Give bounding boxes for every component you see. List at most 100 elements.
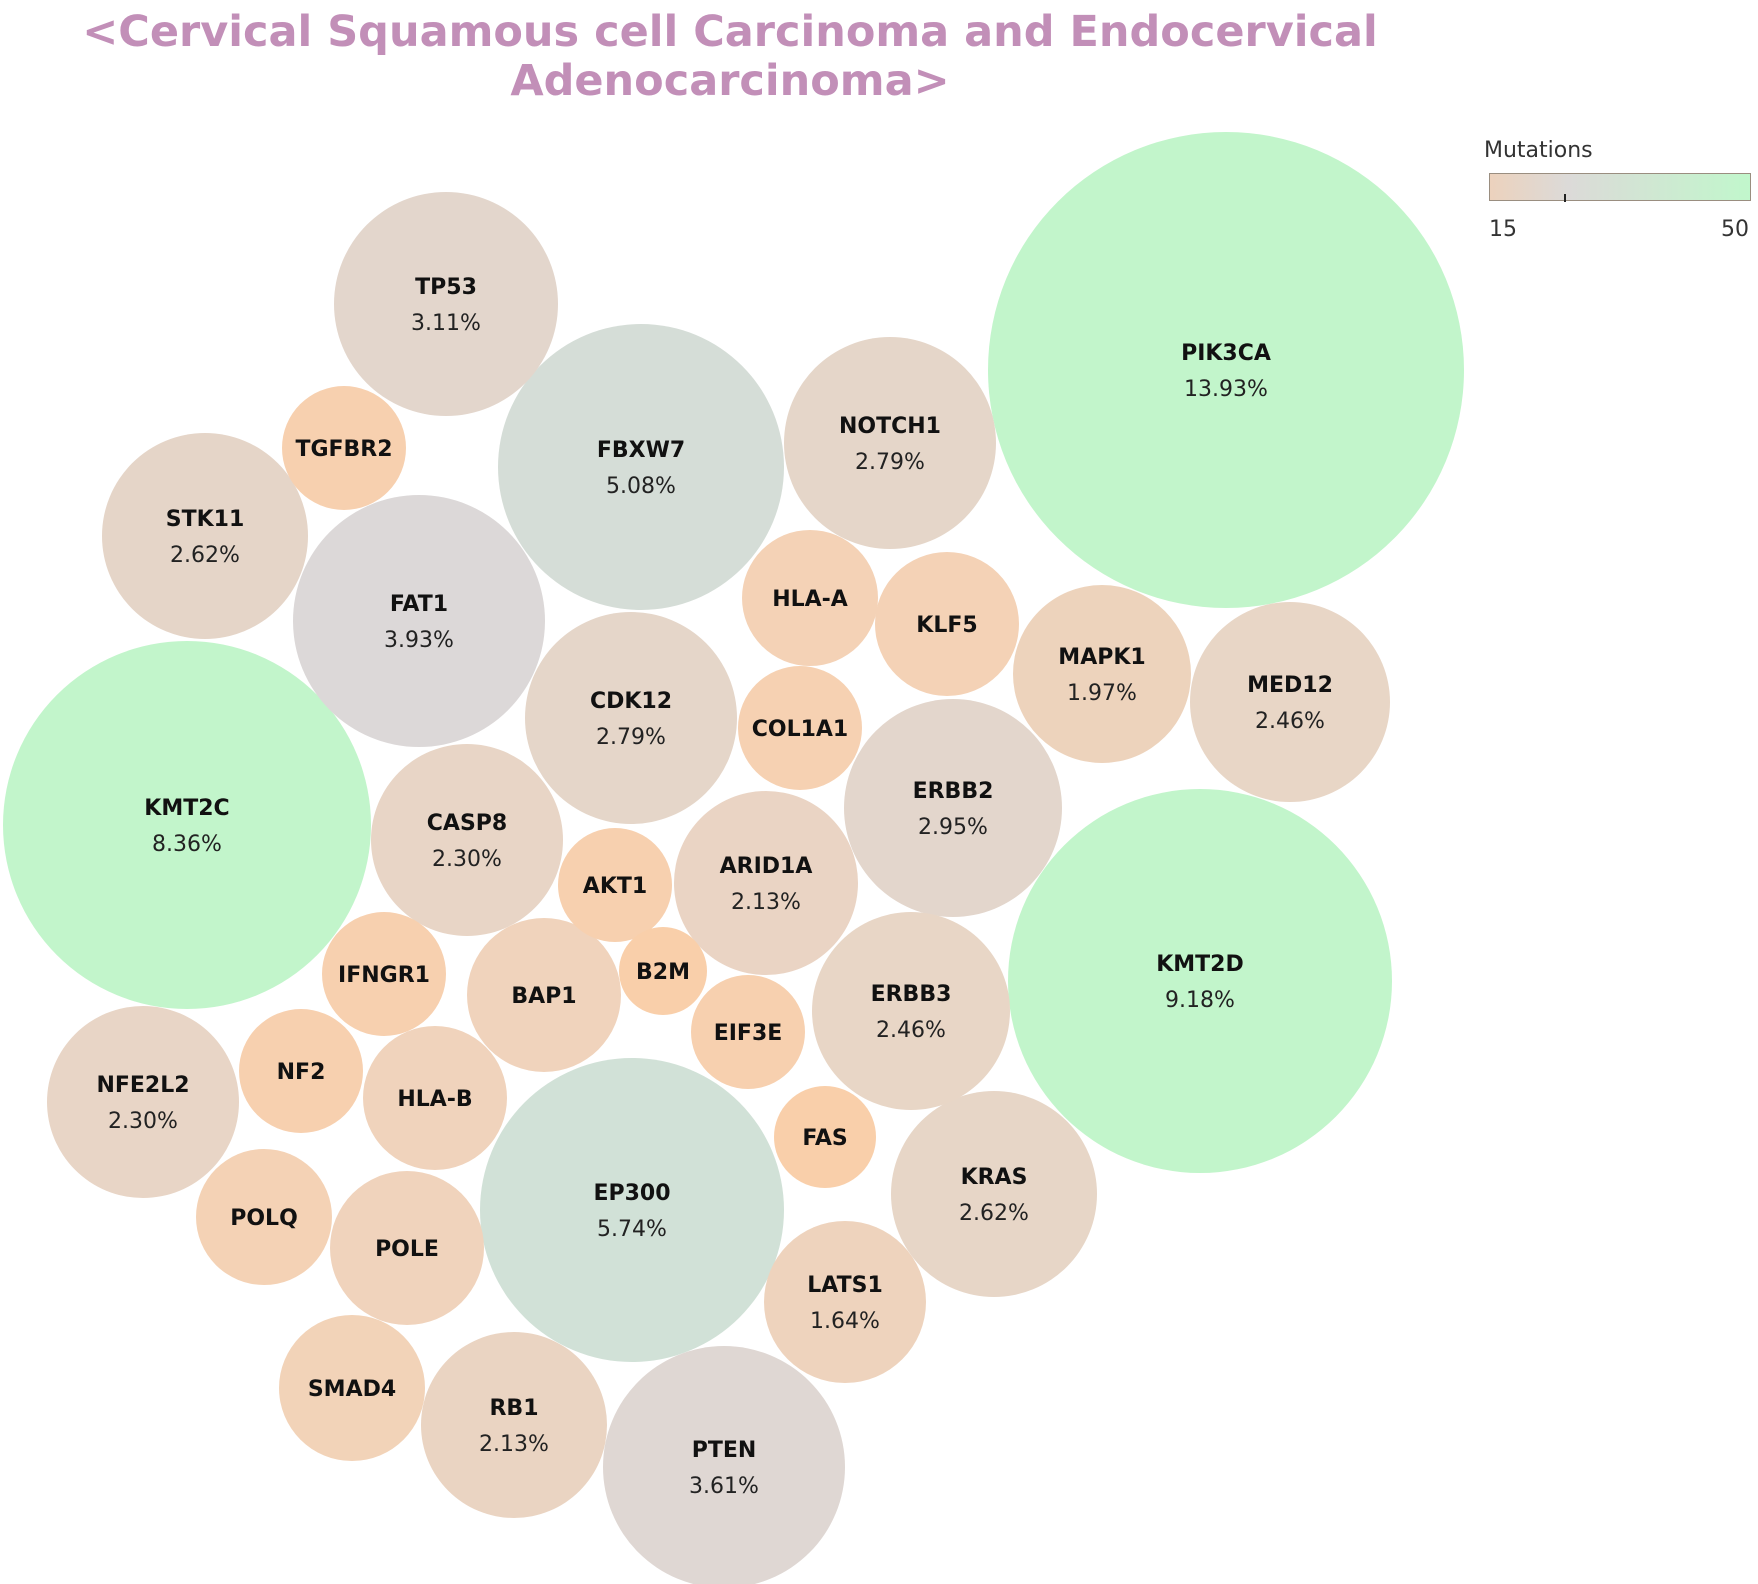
bubble-circle[interactable] (525, 612, 737, 824)
percent-label: 9.18% (1165, 988, 1235, 1013)
percent-label: 13.93% (1184, 377, 1268, 402)
bubble-circle[interactable] (742, 530, 878, 666)
bubble-circle[interactable] (3, 641, 371, 1009)
percent-label: 2.62% (170, 543, 240, 568)
bubble-circle[interactable] (784, 337, 996, 549)
bubble-circle[interactable] (844, 699, 1062, 917)
bubble-circle[interactable] (421, 1332, 607, 1518)
gene-label: MAPK1 (1058, 645, 1145, 670)
bubble-nfe2l2[interactable]: NFE2L2 2.30% (47, 1006, 239, 1198)
bubble-circle[interactable] (1190, 602, 1390, 802)
bubble-fbxw7[interactable]: FBXW7 5.08% (498, 324, 784, 610)
bubble-pik3ca[interactable]: PIK3CA 13.93% (988, 132, 1464, 608)
bubble-rb1[interactable]: RB1 2.13% (421, 1332, 607, 1518)
gene-label: CASP8 (427, 811, 507, 836)
bubble-circle[interactable] (619, 927, 707, 1015)
bubble-circle[interactable] (47, 1006, 239, 1198)
bubble-circle[interactable] (558, 828, 672, 942)
bubble-circle[interactable] (988, 132, 1464, 608)
bubble-smad4[interactable]: SMAD4 (279, 1315, 425, 1461)
bubble-b2m[interactable]: B2M (619, 927, 707, 1015)
bubble-mapk1[interactable]: MAPK1 1.97% (1013, 585, 1191, 763)
bubble-ifngr1[interactable]: IFNGR1 (322, 912, 446, 1036)
bubble-hla-a[interactable]: HLA-A (742, 530, 878, 666)
bubble-erbb3[interactable]: ERBB3 2.46% (812, 912, 1010, 1110)
bubble-circle[interactable] (330, 1171, 484, 1325)
bubble-kras[interactable]: KRAS 2.62% (891, 1091, 1097, 1297)
bubble-nf2[interactable]: NF2 (239, 1009, 363, 1133)
bubble-klf5[interactable]: KLF5 (875, 552, 1019, 696)
bubble-circle[interactable] (674, 791, 858, 975)
chart-title-line-2: Adenocarcinoma> (510, 56, 950, 106)
bubble-polq[interactable]: POLQ (196, 1149, 332, 1285)
percent-label: 2.13% (731, 890, 801, 915)
bubble-circle[interactable] (371, 744, 563, 936)
bubble-circle[interactable] (279, 1315, 425, 1461)
bubble-circle[interactable] (875, 552, 1019, 696)
gene-label: BAP1 (511, 984, 576, 1009)
bubble-eif3e[interactable]: EIF3E (691, 975, 805, 1089)
bubble-fas[interactable]: FAS (774, 1086, 876, 1188)
bubble-akt1[interactable]: AKT1 (558, 828, 672, 942)
gene-label: RB1 (489, 1396, 538, 1421)
bubble-circle[interactable] (293, 495, 545, 747)
color-legend: Mutations 15 50 (1484, 138, 1754, 248)
percent-label: 3.93% (384, 628, 454, 653)
gene-label: MED12 (1247, 673, 1333, 698)
bubble-circle[interactable] (334, 192, 558, 416)
bubble-circle[interactable] (738, 666, 862, 790)
gene-label: TGFBR2 (295, 437, 392, 462)
bubble-bap1[interactable]: BAP1 (467, 918, 621, 1072)
legend-max-label: 50 (1721, 217, 1749, 242)
percent-label: 1.64% (810, 1309, 880, 1334)
bubble-notch1[interactable]: NOTCH1 2.79% (784, 337, 996, 549)
bubble-kmt2d[interactable]: KMT2D 9.18% (1008, 789, 1392, 1173)
percent-label: 2.95% (918, 815, 988, 840)
gene-label: PIK3CA (1181, 341, 1271, 366)
bubble-circle[interactable] (282, 386, 406, 510)
bubble-circle[interactable] (196, 1149, 332, 1285)
bubble-arid1a[interactable]: ARID1A 2.13% (674, 791, 858, 975)
bubble-tp53[interactable]: TP53 3.11% (334, 192, 558, 416)
bubble-circle[interactable] (480, 1058, 784, 1362)
bubble-circle[interactable] (1008, 789, 1392, 1173)
gene-label: EIF3E (714, 1021, 783, 1046)
bubble-circle[interactable] (603, 1346, 845, 1584)
bubble-med12[interactable]: MED12 2.46% (1190, 602, 1390, 802)
legend-tick-mark (1563, 194, 1566, 202)
gene-label: IFNGR1 (338, 963, 430, 988)
bubble-circle[interactable] (239, 1009, 363, 1133)
bubble-lats1[interactable]: LATS1 1.64% (764, 1221, 926, 1383)
bubble-cdk12[interactable]: CDK12 2.79% (525, 612, 737, 824)
gene-label: STK11 (166, 507, 245, 532)
bubble-col1a1[interactable]: COL1A1 (738, 666, 862, 790)
bubble-circle[interactable] (691, 975, 805, 1089)
bubble-kmt2c[interactable]: KMT2C 8.36% (3, 641, 371, 1009)
bubble-fat1[interactable]: FAT1 3.93% (293, 495, 545, 747)
bubble-stk11[interactable]: STK11 2.62% (102, 433, 308, 639)
bubble-ep300[interactable]: EP300 5.74% (480, 1058, 784, 1362)
bubble-circle[interactable] (774, 1086, 876, 1188)
bubble-tgfbr2[interactable]: TGFBR2 (282, 386, 406, 510)
bubble-circle[interactable] (102, 433, 308, 639)
bubble-circle[interactable] (322, 912, 446, 1036)
gene-label: FAT1 (390, 592, 448, 617)
bubble-circle[interactable] (891, 1091, 1097, 1297)
bubble-pten[interactable]: PTEN 3.61% (603, 1346, 845, 1584)
bubble-circle[interactable] (764, 1221, 926, 1383)
bubble-hla-b[interactable]: HLA-B (363, 1026, 507, 1170)
gene-label: KMT2D (1156, 952, 1244, 977)
bubble-circle[interactable] (363, 1026, 507, 1170)
bubble-circle[interactable] (812, 912, 1010, 1110)
bubble-circle[interactable] (498, 324, 784, 610)
percent-label: 8.36% (152, 832, 222, 857)
bubble-casp8[interactable]: CASP8 2.30% (371, 744, 563, 936)
bubble-circle[interactable] (1013, 585, 1191, 763)
percent-label: 2.46% (876, 1018, 946, 1043)
bubble-pole[interactable]: POLE (330, 1171, 484, 1325)
legend-gradient-bar (1489, 173, 1751, 201)
percent-label: 2.13% (479, 1432, 549, 1457)
bubble-erbb2[interactable]: ERBB2 2.95% (844, 699, 1062, 917)
bubble-circle[interactable] (467, 918, 621, 1072)
